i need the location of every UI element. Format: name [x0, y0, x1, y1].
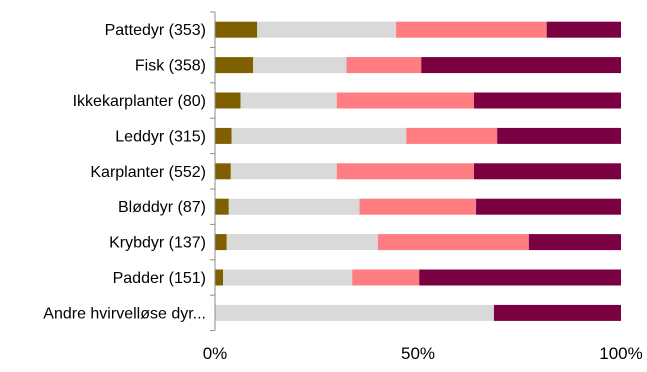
category-label: Karplanter (552) — [90, 164, 206, 181]
category-label: Krybdyr (137) — [109, 235, 206, 252]
bar-segment-7-2 — [226, 234, 378, 251]
bar-segment-2-2 — [253, 57, 347, 74]
bar-segment-9-4 — [493, 304, 621, 321]
bar-segment-8-4 — [419, 269, 621, 286]
bar-segment-1-3 — [396, 21, 547, 38]
bar-segment-3-4 — [474, 92, 621, 109]
category-label: Andre hvirvelløse dyr... — [43, 305, 206, 322]
bar-segment-3-2 — [240, 92, 337, 109]
bar-segment-4-2 — [231, 127, 407, 144]
bar-segment-9-2 — [215, 304, 494, 321]
bar-segment-7-3 — [377, 234, 529, 251]
bar-segment-6-1 — [215, 198, 229, 215]
category-label: Bløddyr (87) — [118, 199, 206, 216]
category-label: Ikkekarplanter (80) — [73, 93, 206, 110]
category-label: Leddyr (315) — [115, 128, 206, 145]
bar-segment-2-1 — [215, 57, 254, 74]
category-labels-layer: Pattedyr (353) Fisk (358) Ikkekarplanter (… — [43, 22, 206, 322]
bar-segment-3-3 — [336, 92, 475, 109]
bar-segment-8-2 — [223, 269, 353, 286]
bar-segment-5-3 — [336, 163, 475, 180]
bar-segment-6-3 — [359, 198, 477, 215]
x-tick-label: 0% — [203, 344, 228, 363]
bar-segment-2-4 — [421, 57, 621, 74]
bar-segment-6-4 — [476, 198, 621, 215]
bar-segment-6-2 — [228, 198, 360, 215]
bar-segment-7-4 — [528, 234, 621, 251]
bar-segment-3-1 — [215, 92, 241, 109]
category-label: Padder (151) — [113, 270, 206, 287]
x-tick-label: 50% — [401, 344, 435, 363]
bar-segment-4-1 — [215, 127, 232, 144]
bar-segment-1-1 — [215, 21, 258, 38]
category-label: Pattedyr (353) — [105, 22, 206, 39]
tick-labels-layer: 0% 50% 100% — [203, 344, 643, 363]
bar-segment-5-1 — [215, 163, 231, 180]
bar-segment-1-2 — [257, 21, 397, 38]
category-label: Fisk (358) — [135, 58, 206, 75]
bar-segment-1-4 — [546, 21, 621, 38]
bar-segment-4-4 — [497, 127, 621, 144]
bars-layer — [215, 21, 621, 321]
bar-segment-7-1 — [215, 234, 227, 251]
bar-segment-8-3 — [352, 269, 420, 286]
bar-segment-2-3 — [346, 57, 422, 74]
axes-layer — [210, 11, 216, 332]
bar-segment-5-2 — [230, 163, 337, 180]
bar-segment-8-1 — [215, 269, 224, 286]
bar-segment-5-4 — [474, 163, 621, 180]
bar-segment-4-3 — [406, 127, 498, 144]
x-tick-label: 100% — [599, 344, 642, 363]
